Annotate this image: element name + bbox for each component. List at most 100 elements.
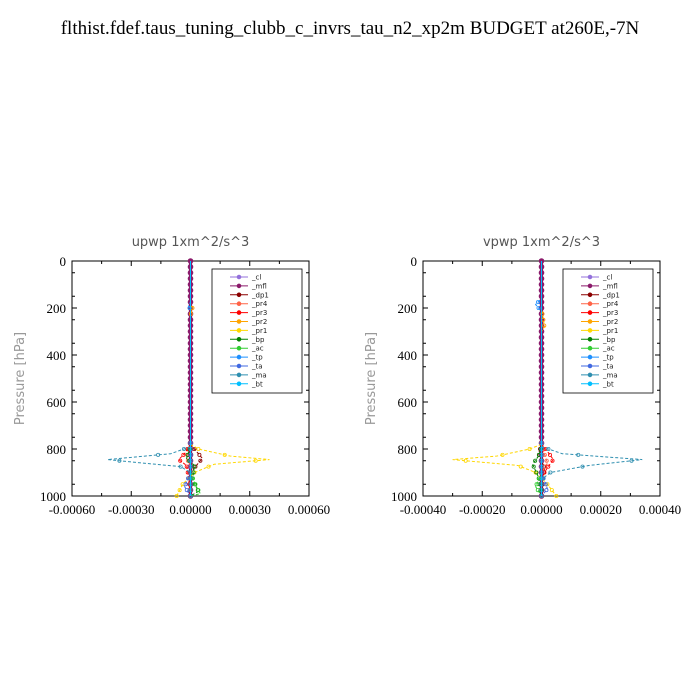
series-marker-pr1 <box>177 488 182 493</box>
legend-label: _ma <box>251 371 267 379</box>
vpwp-panel: vpwp 1xm^2/s^3 Pressure [hPa] 0 200 400 600 80… <box>364 235 681 517</box>
legend-marker <box>236 381 242 387</box>
legend-label: _dp1 <box>251 291 269 299</box>
legend-marker <box>236 283 242 289</box>
legend-label: _ac <box>251 345 264 353</box>
x-tick-label: 0.00030 <box>229 502 271 517</box>
legend-label: _pr1 <box>251 327 267 335</box>
legend-marker <box>236 363 242 369</box>
series-marker-pr3 <box>550 458 555 463</box>
legend-marker <box>587 363 593 369</box>
series-marker-pr3 <box>181 452 186 457</box>
legend-marker <box>587 345 593 351</box>
series-marker-ma <box>629 458 634 463</box>
legend-label: _ta <box>251 363 263 371</box>
series-marker-ac <box>537 476 542 481</box>
series-marker-pr1 <box>222 452 227 457</box>
series-marker-tp <box>187 305 192 310</box>
legend-label: _ac <box>602 345 615 353</box>
x-tick-label: -0.00030 <box>108 502 155 517</box>
x-tick-label: 0.00000 <box>169 502 211 517</box>
legend-label: _mfl <box>251 282 267 290</box>
series-marker-pr1 <box>196 446 201 451</box>
series-marker-dp1 <box>197 452 202 457</box>
legend-box <box>211 268 303 394</box>
series-marker-pr1 <box>174 493 179 498</box>
legend-label: _tp <box>602 354 614 362</box>
series-marker-bp <box>536 452 541 457</box>
series-marker-ta <box>184 488 189 493</box>
legend-marker <box>236 354 242 360</box>
x-tick-label: 0.00000 <box>520 502 562 517</box>
legend-marker <box>587 328 593 333</box>
legend-label: _cl <box>602 274 612 282</box>
series-marker-pr1 <box>253 458 258 463</box>
legend-label: _pr1 <box>602 327 618 335</box>
y-tick-label: 800 <box>398 442 418 457</box>
legend-label: _bt <box>602 380 614 388</box>
legend-label: _tp <box>251 354 263 362</box>
series-marker-ma <box>156 452 161 457</box>
x-tick-label: -0.00040 <box>400 502 447 517</box>
legend-marker <box>587 283 593 289</box>
panel-title: upwp 1xm^2/s^3 <box>132 235 250 250</box>
series-marker-bp <box>533 458 538 463</box>
y-tick-label: 600 <box>398 395 418 410</box>
y-tick-label: 400 <box>47 348 67 363</box>
x-tick-label: -0.00060 <box>49 502 96 517</box>
legend-marker <box>236 301 242 307</box>
legend-marker <box>587 372 593 378</box>
series-marker-ma <box>546 446 551 451</box>
series-marker-pr4 <box>544 458 549 463</box>
series-marker-bp <box>185 452 190 457</box>
series-line-ma <box>107 446 191 496</box>
legend-marker <box>236 372 242 378</box>
series-marker-ac <box>534 482 539 487</box>
series-marker-pr3 <box>178 458 183 463</box>
series-marker-pr1 <box>206 464 211 469</box>
series-line-ma <box>541 446 643 496</box>
legend-marker <box>587 301 593 307</box>
legend-marker <box>236 292 242 298</box>
series-marker-pr3 <box>547 452 552 457</box>
legend-marker <box>587 319 593 324</box>
series-marker-ac <box>196 488 201 493</box>
series-marker-ac <box>535 488 540 493</box>
series-marker-ta <box>543 482 548 487</box>
legend-marker <box>236 345 242 351</box>
legend-marker <box>236 328 242 333</box>
series-marker-ac <box>190 476 195 481</box>
series-line-bp <box>532 446 542 497</box>
series-marker-ma <box>576 452 581 457</box>
legend-marker <box>587 292 593 298</box>
series-marker-ma <box>580 464 585 469</box>
legend-label: _ta <box>602 363 614 371</box>
y-tick-label: 400 <box>398 348 418 363</box>
legend-marker <box>236 319 242 324</box>
legend-marker <box>587 337 593 342</box>
series-marker-tp <box>536 305 541 310</box>
series-marker-ma <box>181 446 186 451</box>
legend-marker <box>587 274 593 280</box>
y-tick-label: 0 <box>60 254 67 269</box>
x-tick-label: 0.00040 <box>639 502 681 517</box>
legend-marker <box>587 381 593 387</box>
panel-title: vpwp 1xm^2/s^3 <box>483 235 600 250</box>
y-axis-label: Pressure [hPa] <box>364 332 379 425</box>
y-axis-label: Pressure [hPa] <box>13 332 28 425</box>
x-tick-label: -0.00020 <box>459 502 506 517</box>
y-tick-label: 1000 <box>40 489 66 504</box>
series-marker-pr2 <box>542 323 547 328</box>
series-marker-ma <box>548 470 553 475</box>
x-tick-label: 0.00020 <box>580 502 622 517</box>
series-marker-pr3 <box>546 464 551 469</box>
series-marker-pr1 <box>554 493 559 498</box>
y-tick-label: 1000 <box>391 489 417 504</box>
series-marker-pr3 <box>184 464 189 469</box>
series-marker-bp <box>531 464 536 469</box>
series-marker-pr1 <box>518 464 523 469</box>
series-marker-tp <box>535 300 540 305</box>
y-tick-label: 200 <box>47 301 67 316</box>
legend-box <box>562 268 654 394</box>
